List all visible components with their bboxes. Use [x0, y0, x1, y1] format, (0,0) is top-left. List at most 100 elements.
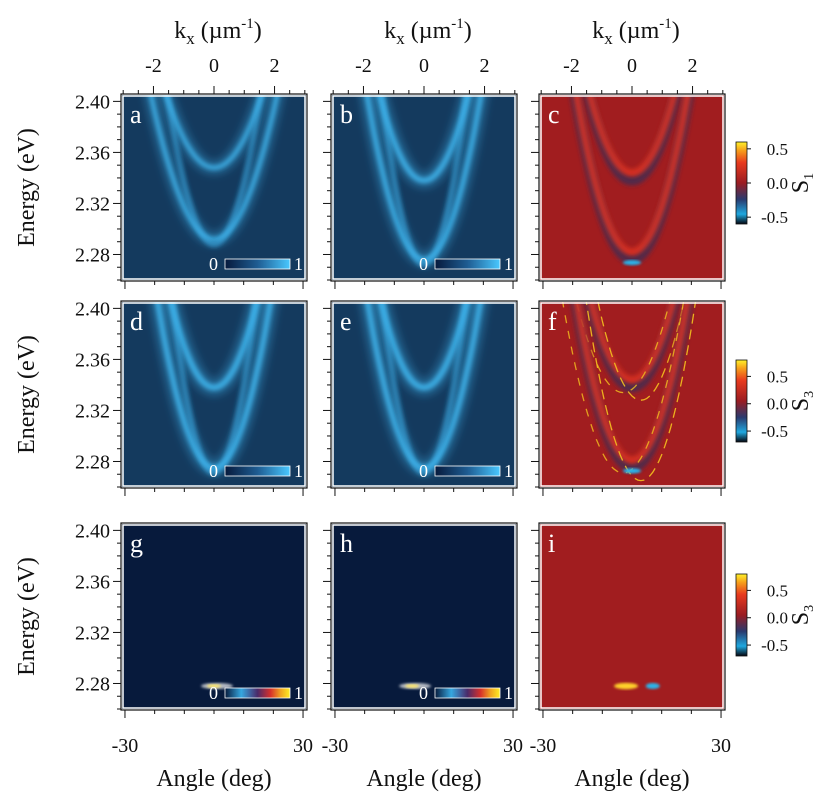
stokes-band-negative	[583, 302, 681, 393]
x-axis-title: Angle (deg)	[574, 766, 689, 792]
panel-background	[540, 524, 724, 709]
polariton-band-2	[364, 302, 484, 471]
x-axis-title: Angle (deg)	[366, 766, 481, 792]
top-axis-title: kx (µm-1)	[384, 16, 472, 48]
intensity-colorbar	[434, 465, 501, 477]
stokes-colorbar-tick-label: 0.5	[767, 140, 788, 159]
stokes-colorbar-f	[735, 359, 751, 443]
colorbar-max-label: 1	[504, 461, 513, 481]
stokes-colorbar-tick-label: 0.5	[767, 581, 788, 600]
lasing-spot-core	[405, 684, 420, 688]
y-tick-label: 2.40	[75, 520, 110, 542]
panel-d: d 0 1	[113, 300, 308, 496]
x-tick-label: 30	[503, 735, 523, 757]
panel-inner-frame	[122, 95, 306, 280]
colorbar-min-label: 0	[209, 254, 218, 274]
y-tick-label: 2.36	[75, 349, 110, 371]
top-tick-label: -2	[563, 55, 580, 77]
top-tick-label: -2	[145, 55, 162, 77]
stokes-colorbar-title: S1	[788, 173, 817, 193]
intensity-colorbar	[224, 465, 291, 477]
y-tick-label: 2.40	[75, 298, 110, 320]
panel-h: h 0 1	[323, 522, 518, 718]
y-tick-label: 2.28	[75, 451, 110, 473]
panel-background	[540, 302, 724, 487]
panel-inner-frame	[122, 302, 306, 487]
top-tick-label: 0	[419, 55, 429, 77]
x-tick-label: -30	[530, 735, 557, 757]
y-tick-label: 2.36	[75, 571, 110, 593]
panel-f: f	[531, 300, 726, 496]
top-tick-label: 0	[209, 55, 219, 77]
y-axis-title: Energy (eV)	[14, 335, 40, 454]
colorbar-min-label: 0	[419, 254, 428, 274]
stokes-spot-blue	[623, 260, 641, 266]
stokes-dashed-line	[575, 302, 671, 394]
y-tick-label: 2.32	[75, 400, 110, 422]
top-axis-title: kx (µm-1)	[174, 16, 262, 48]
panel-background	[332, 524, 516, 709]
polariton-band-1	[377, 302, 471, 391]
top-axis-title: kx (µm-1)	[592, 16, 680, 48]
stokes-colorbar-c	[735, 141, 751, 225]
panel-letter-b: b	[340, 100, 353, 129]
panel-a: a 0 1	[113, 86, 308, 289]
panel-inner-frame	[332, 524, 516, 709]
band-branch	[379, 302, 469, 476]
polariton-band-1	[167, 302, 261, 391]
y-tick-label: 2.36	[75, 142, 110, 164]
panel-letter-h: h	[340, 529, 353, 558]
panel-inner-frame	[540, 302, 724, 487]
stokes-band-negative	[582, 95, 682, 186]
stokes-colorbar-bar	[735, 359, 748, 443]
polariton-band-2	[364, 95, 484, 263]
stokes-colorbar-title: S3	[788, 391, 817, 411]
panel-letter-d: d	[130, 307, 143, 336]
colorbar-max-label: 1	[294, 461, 303, 481]
panel-letter-c: c	[548, 100, 560, 129]
panel-letter-a: a	[130, 100, 142, 129]
polariton-band-1	[376, 95, 472, 184]
colorbar-min-label: 0	[209, 461, 218, 481]
panel-letter-f: f	[548, 307, 557, 336]
colorbar-min-label: 0	[419, 461, 428, 481]
stokes-spot-blue	[623, 468, 641, 474]
colorbar-max-label: 1	[294, 254, 303, 274]
intensity-colorbar	[224, 687, 291, 699]
y-axis-title: Energy (eV)	[14, 557, 40, 676]
stokes-spot-blue	[645, 683, 660, 690]
x-tick-label: 30	[293, 735, 313, 757]
stokes-band-positive	[572, 95, 692, 256]
band-branch	[379, 95, 469, 268]
top-tick-label: 2	[480, 55, 490, 77]
x-tick-label: -30	[322, 735, 349, 757]
stokes-colorbar-tick-label: 0.0	[767, 395, 788, 414]
top-tick-label: 0	[627, 55, 637, 77]
stokes-band-negative	[570, 302, 694, 473]
stokes-band-negative	[569, 95, 695, 265]
lasing-spot-core	[206, 684, 221, 688]
stokes-colorbar-i	[735, 573, 751, 657]
panel-background	[122, 95, 306, 280]
y-tick-label: 2.32	[75, 193, 110, 215]
colorbar-min-label: 0	[209, 683, 218, 703]
panel-e: e 0 1	[323, 300, 518, 496]
panel-inner-frame	[122, 524, 306, 709]
stokes-colorbar-tick-label: 0.0	[767, 174, 788, 193]
colorbar-min-label: 0	[419, 683, 428, 703]
panel-i: i	[531, 522, 726, 718]
stokes-dashed-line	[597, 302, 685, 401]
x-axis-title: Angle (deg)	[156, 766, 271, 792]
y-tick-label: 2.40	[75, 91, 110, 113]
top-tick-label: 2	[688, 55, 698, 77]
colorbar-max-label: 1	[504, 683, 513, 703]
panel-letter-e: e	[340, 307, 352, 336]
panel-g: g 0 1	[113, 522, 308, 718]
intensity-colorbar	[434, 687, 501, 699]
stokes-band-positive	[586, 95, 678, 177]
panel-inner-frame	[332, 302, 516, 487]
stokes-band-positive	[573, 302, 691, 464]
colorbar-max-label: 1	[504, 254, 513, 274]
intensity-colorbar	[224, 258, 291, 270]
